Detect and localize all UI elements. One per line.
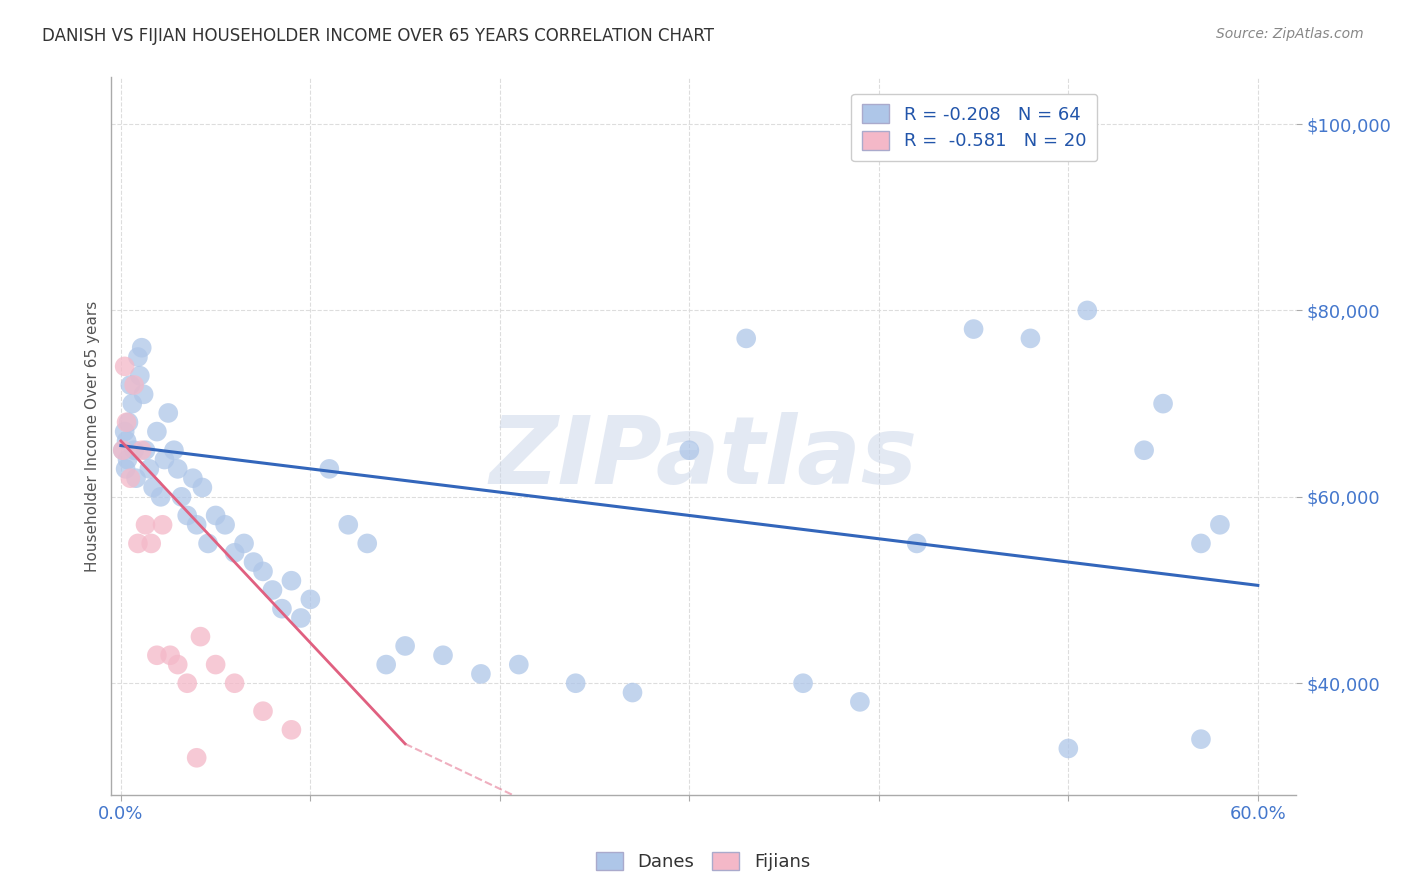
Point <box>142 481 165 495</box>
Text: ZIPatlas: ZIPatlas <box>489 412 918 504</box>
Point <box>233 536 256 550</box>
Point <box>120 471 142 485</box>
Point <box>337 517 360 532</box>
Point <box>792 676 814 690</box>
Point <box>117 452 139 467</box>
Point <box>356 536 378 550</box>
Point <box>191 481 214 495</box>
Point <box>905 536 928 550</box>
Point <box>1152 397 1174 411</box>
Point <box>375 657 398 672</box>
Point <box>849 695 872 709</box>
Point <box>115 434 138 448</box>
Point <box>111 443 134 458</box>
Point <box>152 517 174 532</box>
Point <box>1189 536 1212 550</box>
Point <box>159 648 181 663</box>
Point <box>224 546 246 560</box>
Point <box>120 378 142 392</box>
Point <box>280 723 302 737</box>
Point <box>735 331 758 345</box>
Point <box>214 517 236 532</box>
Point <box>962 322 984 336</box>
Point <box>271 601 294 615</box>
Point <box>163 443 186 458</box>
Point <box>432 648 454 663</box>
Point <box>224 676 246 690</box>
Point <box>146 425 169 439</box>
Point <box>678 443 700 458</box>
Point <box>564 676 586 690</box>
Point <box>114 425 136 439</box>
Point <box>132 387 155 401</box>
Legend: Danes, Fijians: Danes, Fijians <box>589 845 817 879</box>
Point <box>128 368 150 383</box>
Point <box>134 517 156 532</box>
Point <box>1189 732 1212 747</box>
Point <box>122 378 145 392</box>
Point <box>176 676 198 690</box>
Point <box>508 657 530 672</box>
Point <box>242 555 264 569</box>
Point <box>134 443 156 458</box>
Y-axis label: Householder Income Over 65 years: Householder Income Over 65 years <box>86 301 100 572</box>
Point <box>117 415 139 429</box>
Point <box>1057 741 1080 756</box>
Point <box>1076 303 1098 318</box>
Point <box>186 751 208 765</box>
Point <box>122 443 145 458</box>
Point <box>114 462 136 476</box>
Point <box>621 685 644 699</box>
Legend: R = -0.208   N = 64, R =  -0.581   N = 20: R = -0.208 N = 64, R = -0.581 N = 20 <box>852 94 1097 161</box>
Point <box>1209 517 1232 532</box>
Point <box>197 536 219 550</box>
Point <box>204 657 226 672</box>
Point <box>138 462 160 476</box>
Point <box>190 630 212 644</box>
Point <box>204 508 226 523</box>
Point <box>127 536 149 550</box>
Point <box>262 582 284 597</box>
Point <box>149 490 172 504</box>
Point <box>176 508 198 523</box>
Point <box>127 350 149 364</box>
Point <box>299 592 322 607</box>
Point <box>115 415 138 429</box>
Point <box>470 667 492 681</box>
Point <box>157 406 180 420</box>
Point <box>186 517 208 532</box>
Point <box>1133 443 1156 458</box>
Point <box>318 462 340 476</box>
Point <box>290 611 312 625</box>
Point <box>1019 331 1042 345</box>
Point <box>252 565 274 579</box>
Point <box>114 359 136 374</box>
Point <box>252 704 274 718</box>
Text: DANISH VS FIJIAN HOUSEHOLDER INCOME OVER 65 YEARS CORRELATION CHART: DANISH VS FIJIAN HOUSEHOLDER INCOME OVER… <box>42 27 714 45</box>
Point <box>146 648 169 663</box>
Point <box>131 341 153 355</box>
Point <box>153 452 176 467</box>
Point <box>121 397 143 411</box>
Point <box>280 574 302 588</box>
Point <box>141 536 163 550</box>
Point <box>111 443 134 458</box>
Point <box>125 471 148 485</box>
Point <box>166 657 188 672</box>
Point <box>170 490 193 504</box>
Text: Source: ZipAtlas.com: Source: ZipAtlas.com <box>1216 27 1364 41</box>
Point <box>166 462 188 476</box>
Point <box>131 443 153 458</box>
Point <box>394 639 416 653</box>
Point <box>181 471 204 485</box>
